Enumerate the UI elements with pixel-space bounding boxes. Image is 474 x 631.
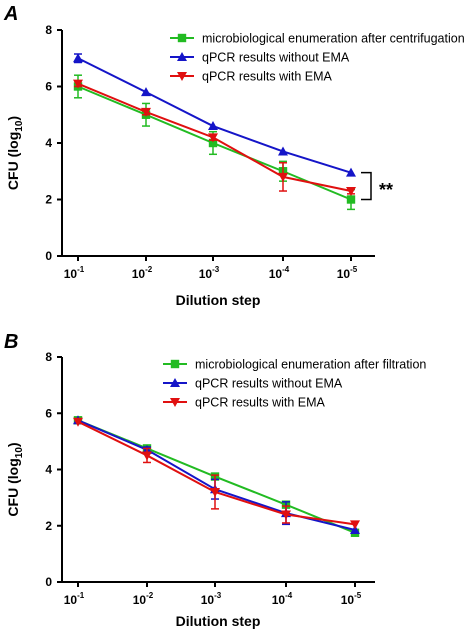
data-point [278, 172, 288, 182]
data-point [208, 121, 218, 131]
legend-label: qPCR results with EMA [202, 70, 333, 84]
x-axis-label: Dilution step [176, 292, 261, 308]
significance-label: ** [379, 180, 393, 200]
legend-label: qPCR results without EMA [195, 377, 343, 391]
y-tick-label: 2 [45, 519, 52, 533]
x-tick-label: 10-2 [133, 591, 154, 607]
x-tick-label: 10-1 [64, 591, 85, 607]
data-point [142, 451, 152, 461]
y-tick-label: 0 [45, 575, 52, 589]
panel-label: B [4, 331, 18, 353]
x-axis-label: Dilution step [176, 613, 261, 629]
data-point [278, 146, 288, 156]
legend: microbiological enumeration after centri… [170, 32, 465, 84]
data-point [346, 167, 356, 177]
legend: microbiological enumeration after filtra… [163, 358, 426, 410]
x-tick-label: 10-5 [337, 265, 358, 281]
data-point [141, 107, 151, 117]
x-tick-label: 10-2 [132, 265, 153, 281]
data-point [208, 138, 218, 148]
legend-label: microbiological enumeration after centri… [202, 32, 465, 46]
legend-marker [177, 52, 187, 61]
significance-bracket [361, 171, 372, 201]
y-tick-label: 4 [45, 136, 52, 150]
y-tick-label: 0 [45, 249, 52, 263]
legend-label: qPCR results without EMA [202, 51, 350, 65]
x-tick-label: 10-1 [64, 265, 85, 281]
data-point [141, 87, 151, 97]
series-2 [73, 79, 356, 197]
x-tick-label: 10-3 [199, 265, 220, 281]
data-point [350, 520, 360, 530]
x-tick-label: 10-5 [341, 591, 362, 607]
x-tick-label: 10-4 [272, 591, 293, 607]
y-tick-label: 6 [45, 80, 52, 94]
data-point [208, 133, 218, 143]
data-point [210, 488, 220, 497]
data-point [73, 53, 83, 63]
y-tick-label: 4 [45, 463, 52, 477]
y-axis-label: CFU (log10) [5, 116, 25, 190]
x-tick-label: 10-3 [201, 591, 222, 607]
data-point [346, 195, 356, 204]
legend-label: microbiological enumeration after filtra… [195, 358, 426, 372]
legend-marker [177, 33, 187, 43]
legend-marker [170, 359, 180, 369]
panel-a: A 0 2 4 6 8 10-1 10-2 10-3 10-4 10-5 CFU (log10) Dil… [3, 3, 465, 308]
data-point [346, 187, 356, 197]
panel-label: A [3, 3, 18, 25]
y-tick-label: 2 [45, 193, 52, 207]
series-2 [73, 417, 360, 530]
legend-marker [170, 378, 180, 387]
data-point [73, 417, 83, 427]
panel-b: B 0 2 4 6 8 10-1 10-2 10-3 10-4 10-5 CFU (log10) Dil… [4, 331, 426, 629]
legend-marker [177, 72, 187, 81]
series-1 [73, 53, 356, 177]
data-point [281, 510, 291, 520]
x-tick-label: 10-4 [269, 265, 290, 281]
y-tick-label: 8 [45, 350, 52, 364]
y-tick-label: 8 [45, 23, 52, 37]
data-point [73, 79, 83, 89]
data-point [350, 524, 360, 534]
y-tick-label: 6 [45, 406, 52, 420]
series-0 [73, 74, 356, 211]
y-axis-label: CFU (log10) [5, 442, 25, 516]
legend-label: qPCR results with EMA [195, 396, 326, 410]
legend-marker [170, 398, 180, 407]
